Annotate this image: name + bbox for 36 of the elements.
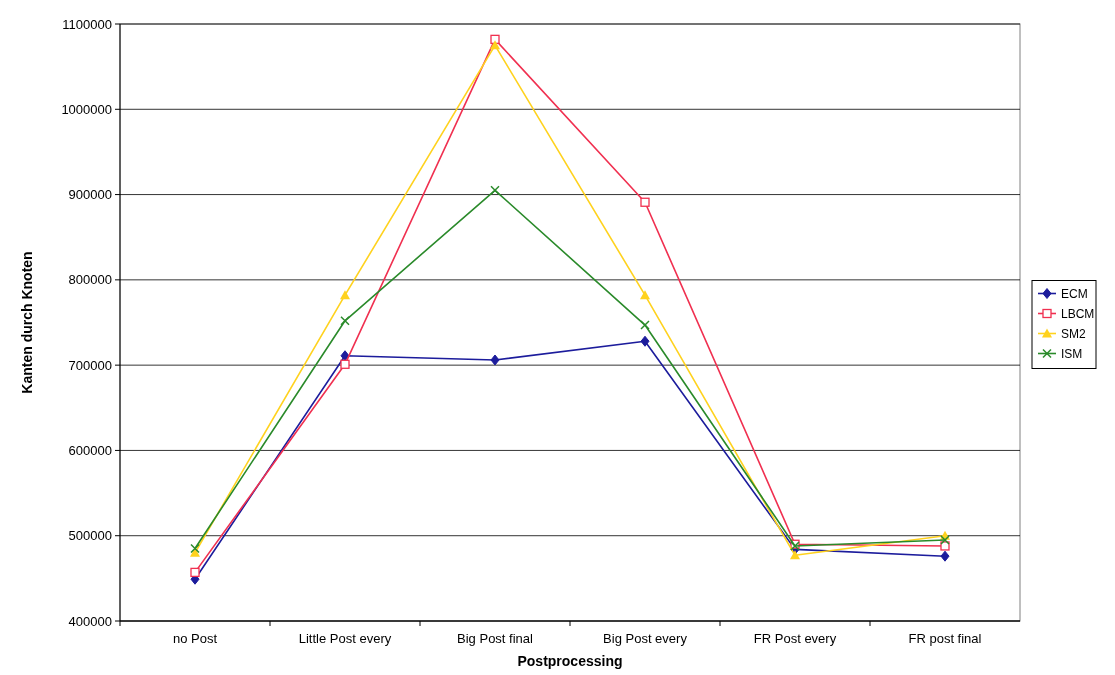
y-tick-label: 700000 — [68, 357, 112, 373]
x-tick-label: FR post final — [908, 631, 982, 646]
y-tick-label: 400000 — [68, 613, 112, 629]
y-tick-label: 900000 — [68, 187, 112, 203]
legend-label: ISM — [1061, 346, 1083, 361]
point — [940, 535, 950, 545]
point — [190, 567, 200, 578]
y-tick-label: 600000 — [68, 442, 112, 458]
legend-label: ECM — [1061, 286, 1088, 301]
y-tick-label: 1100000 — [62, 16, 112, 32]
point — [340, 359, 350, 369]
point — [490, 40, 500, 50]
point — [340, 290, 350, 300]
y-tick-label: 500000 — [68, 528, 112, 544]
x-axis-title: Postprocessing — [517, 653, 623, 669]
x-tick-label: Big Post every — [603, 631, 688, 646]
point — [490, 354, 500, 366]
point — [490, 34, 500, 44]
point — [340, 316, 350, 326]
y-tick-label: 1000000 — [61, 101, 112, 117]
x-tick-label: no Post — [172, 631, 218, 646]
legend-label: SM2 — [1061, 326, 1086, 341]
y-axis-title: Kanten durch Knoten — [19, 251, 35, 394]
point — [940, 550, 950, 562]
point — [490, 185, 500, 196]
point — [640, 320, 650, 330]
point — [640, 335, 650, 347]
point — [790, 550, 800, 560]
point — [640, 290, 650, 300]
point — [640, 197, 650, 207]
legend-label: LBCM — [1061, 306, 1095, 321]
point — [190, 543, 200, 554]
x-tick-label: Big Post final — [457, 631, 534, 646]
y-tick-label: 800000 — [68, 272, 112, 288]
x-tick-label: Little Post every — [298, 631, 392, 646]
x-tick-label: FR Post every — [753, 631, 837, 646]
